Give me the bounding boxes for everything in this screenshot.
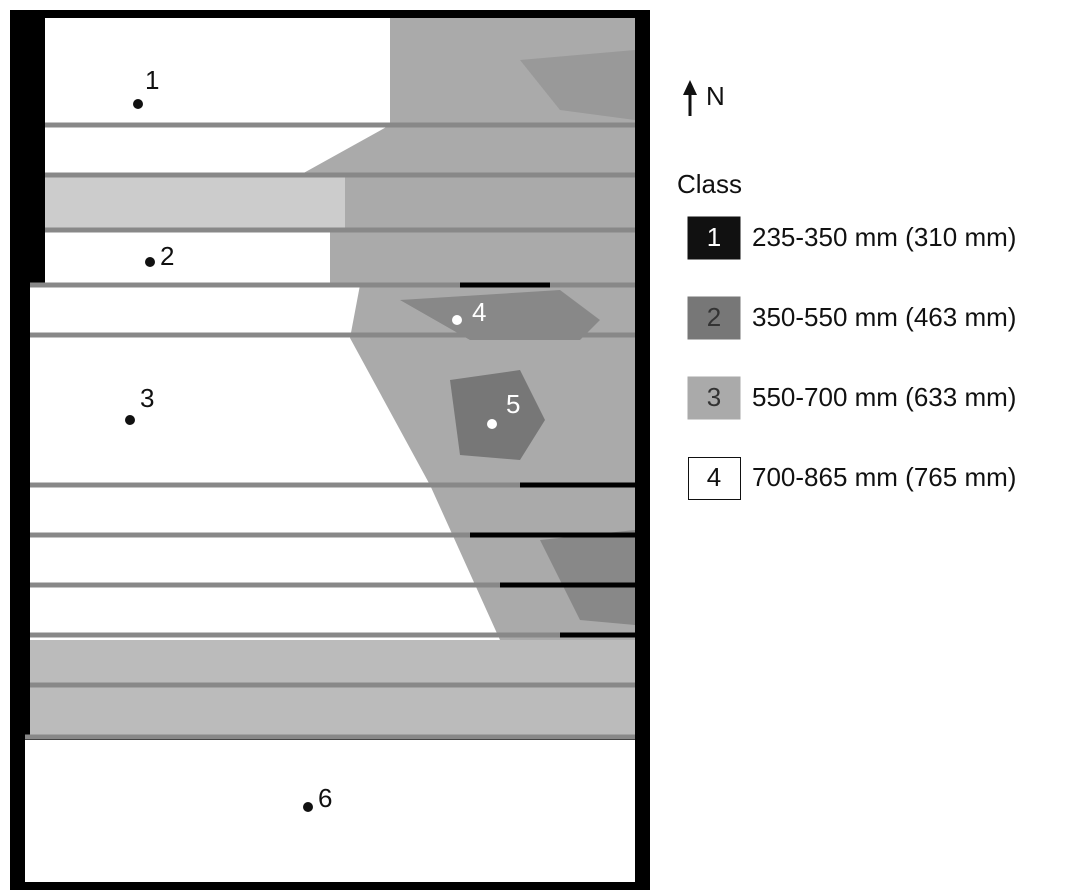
point [145,257,155,267]
legend: Class 1 235-350 mm (310 mm) 2 350-550 mm… [677,169,1016,500]
map: 1 2 3 4 5 6 [10,10,650,890]
point-label: 1 [145,65,159,95]
legend-class: 2 [707,302,721,332]
legend-class: 3 [707,382,721,412]
legend-range: 550-700 mm (633 mm) [752,382,1016,412]
legend-class: 4 [707,462,721,492]
north-arrow: N [683,80,725,116]
north-label: N [706,81,725,111]
point [133,99,143,109]
point-label: 6 [318,783,332,813]
legend-class: 1 [707,222,721,252]
legend-title: Class [677,169,742,199]
point-label: 3 [140,383,154,413]
point [487,419,497,429]
point [452,315,462,325]
point-label: 4 [472,297,486,327]
point [125,415,135,425]
point [303,802,313,812]
legend-range: 350-550 mm (463 mm) [752,302,1016,332]
point-label: 2 [160,241,174,271]
point-label: 5 [506,389,520,419]
legend-range: 700-865 mm (765 mm) [752,462,1016,492]
legend-range: 235-350 mm (310 mm) [752,222,1016,252]
page: 1 2 3 4 5 6 N Class 1 235-350 mm (310 mm… [0,0,1084,890]
